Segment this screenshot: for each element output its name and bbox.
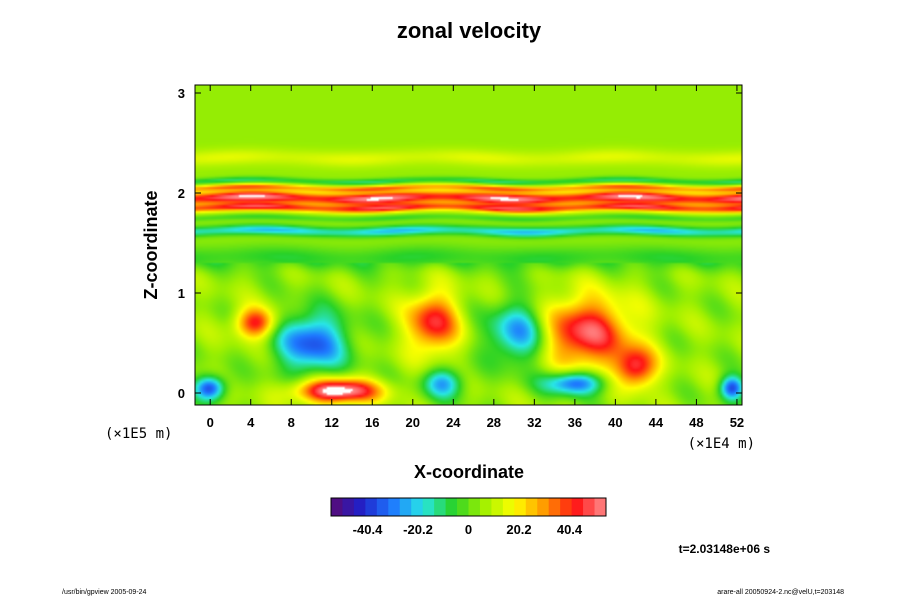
- colorbar-cell: [491, 498, 504, 516]
- x-tick-label: 48: [689, 415, 703, 430]
- colorbar: -40.4 -20.2 0 20.2 40.4: [330, 497, 607, 537]
- y-axis-ticks: 0 1 2 3: [178, 86, 742, 401]
- plot-frame: [194, 84, 743, 406]
- colorbar-tick-label: -40.4: [353, 522, 383, 537]
- colorbar-cell: [525, 498, 538, 516]
- colorbar-cell: [399, 498, 412, 516]
- footer-right: arare-all 20050924-2.nc@velU,t=203148: [717, 589, 844, 596]
- colorbar-tick-label: 0: [465, 522, 472, 537]
- x-tick-label: 44: [649, 415, 664, 430]
- colorbar-cell: [502, 498, 515, 516]
- plot-area: [194, 84, 743, 406]
- colorbar-tick-label: -20.2: [403, 522, 433, 537]
- y-tick-label: 1: [178, 286, 185, 301]
- colorbar-cell: [457, 498, 469, 516]
- x-tick-label: 32: [527, 415, 541, 430]
- colorbar-cell: [571, 498, 584, 516]
- x-axis-label: X-coordinate: [414, 462, 524, 482]
- x-axis-units: (×1E4 m): [688, 436, 755, 452]
- colorbar-cell: [594, 498, 607, 516]
- footer-left: /usr/bin/gpview 2005-09-24: [62, 589, 147, 596]
- colorbar-cell: [434, 498, 446, 516]
- colorbar-cell: [583, 498, 595, 516]
- x-tick-label: 52: [730, 415, 744, 430]
- y-axis-label: Z-coordinate: [141, 190, 161, 299]
- colorbar-cell: [445, 498, 458, 516]
- x-axis-ticks: 0 4 8 12 16 20 24 28 32 36 40 44 48 52: [207, 85, 744, 430]
- colorbar-tick-label: 20.2: [506, 522, 531, 537]
- y-tick-label: 2: [178, 186, 185, 201]
- y-tick-label: 3: [178, 86, 185, 101]
- heatmap-field: [195, 85, 742, 405]
- colorbar-cell: [388, 498, 401, 516]
- colorbar-ticks: -40.4 -20.2 0 20.2 40.4: [353, 522, 583, 537]
- colorbar-cell: [468, 498, 481, 516]
- colorbar-cell: [331, 498, 343, 516]
- x-tick-label: 20: [406, 415, 420, 430]
- y-axis-units: (×1E5 m): [105, 426, 172, 442]
- y-tick-label: 0: [178, 386, 185, 401]
- colorbar-cell: [353, 498, 366, 516]
- x-tick-label: 36: [568, 415, 582, 430]
- colorbar-cell: [548, 498, 561, 516]
- colorbar-cell: [514, 498, 527, 516]
- colorbar-cell: [479, 498, 492, 516]
- x-tick-label: 40: [608, 415, 622, 430]
- colorbar-cell: [342, 498, 355, 516]
- colorbar-frame: [330, 497, 607, 517]
- colorbar-cell: [365, 498, 378, 516]
- x-tick-label: 4: [247, 415, 255, 430]
- colorbar-cells: [331, 498, 607, 516]
- x-tick-label: 28: [487, 415, 501, 430]
- time-label: t=2.03148e+06 s: [679, 542, 771, 556]
- x-tick-label: 8: [288, 415, 295, 430]
- colorbar-cell: [560, 498, 573, 516]
- chart-title: zonal velocity: [397, 18, 542, 43]
- x-tick-label: 0: [207, 415, 214, 430]
- colorbar-cell: [411, 498, 424, 516]
- x-tick-label: 16: [365, 415, 379, 430]
- x-tick-label: 24: [446, 415, 461, 430]
- colorbar-cell: [537, 498, 550, 516]
- colorbar-cell: [422, 498, 435, 516]
- colorbar-cell: [376, 498, 389, 516]
- x-tick-label: 12: [325, 415, 339, 430]
- colorbar-tick-label: 40.4: [557, 522, 583, 537]
